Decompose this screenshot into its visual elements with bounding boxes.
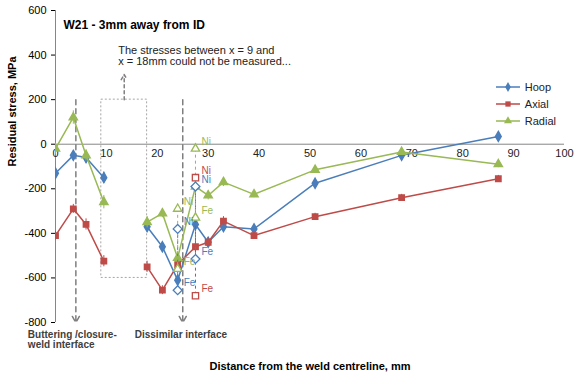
svg-text:Ni: Ni	[201, 136, 210, 147]
svg-text:Fe: Fe	[201, 205, 213, 216]
svg-text:Fe: Fe	[201, 246, 213, 257]
svg-text:70: 70	[405, 146, 418, 159]
html-text:Radial: Radial	[524, 114, 556, 127]
svg-text:-600: -600	[24, 271, 46, 283]
svg-text:Fe: Fe	[184, 256, 196, 267]
svg-text:Distance from the weld centrel: Distance from the weld centreline, mm	[209, 360, 410, 372]
svg-text:Ni: Ni	[184, 216, 193, 227]
svg-text:Fe: Fe	[184, 277, 196, 288]
svg-text:60: 60	[355, 147, 367, 159]
svg-text:10: 10	[100, 147, 112, 159]
svg-text:200: 200	[28, 93, 46, 105]
html-text:Axial: Axial	[524, 97, 549, 110]
svg-text:Ni: Ni	[184, 196, 193, 207]
svg-text:0: 0	[52, 146, 59, 159]
svg-text:90: 90	[507, 147, 519, 159]
svg-text:100: 100	[555, 147, 573, 159]
svg-text:Residual stress, MPa: Residual stress, MPa	[6, 56, 18, 167]
svg-text:Buttering /closure-weld interf: Buttering /closure-weld interface	[27, 329, 117, 350]
svg-text:Fe: Fe	[201, 283, 213, 294]
svg-text:-800: -800	[24, 316, 46, 328]
svg-text:Ni: Ni	[201, 173, 211, 185]
svg-text:The stresses between x = 9 and: The stresses between x = 9 andx = 18mm c…	[118, 44, 291, 67]
svg-text:40: 40	[253, 147, 265, 159]
html-text:Hoop: Hoop	[524, 80, 552, 93]
svg-text:20: 20	[151, 147, 163, 159]
svg-text:0: 0	[40, 138, 46, 150]
svg-text:-200: -200	[24, 182, 46, 194]
svg-text:30: 30	[202, 147, 214, 159]
svg-text:Ni: Ni	[201, 165, 210, 176]
svg-text:400: 400	[28, 49, 46, 61]
svg-text:600: 600	[28, 4, 46, 16]
svg-text:80: 80	[457, 147, 469, 159]
svg-text:W21 - 3mm away from ID: W21 - 3mm away from ID	[64, 18, 206, 32]
svg-text:50: 50	[304, 147, 316, 159]
svg-text:-400: -400	[24, 227, 46, 239]
svg-text:Dissimilar interface: Dissimilar interface	[135, 329, 228, 340]
